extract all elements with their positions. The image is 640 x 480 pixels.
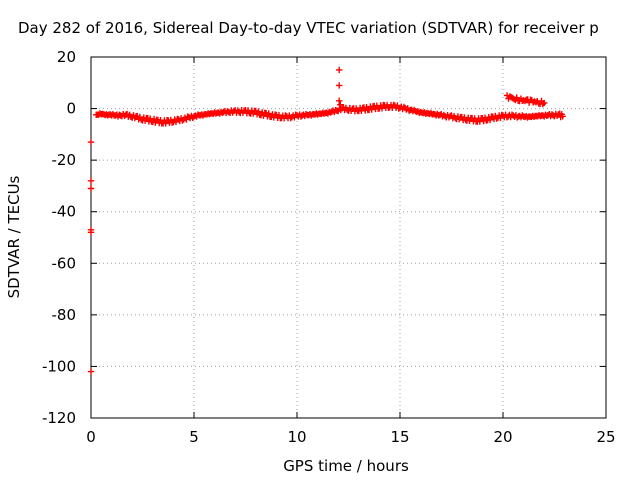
data-point-outlier (336, 66, 343, 74)
data-point-outlier (87, 368, 95, 375)
x-tick-label: 10 (287, 428, 306, 446)
data-point-outlier (87, 185, 95, 192)
x-tick-label: 15 (390, 428, 409, 446)
y-tick-label: -20 (52, 151, 77, 169)
plot-frame (90, 56, 607, 419)
data-point (539, 100, 546, 108)
y-tick-label: -100 (42, 357, 76, 375)
y-tick-label: 0 (66, 100, 76, 118)
data-point (265, 110, 272, 117)
data-point (559, 113, 566, 120)
y-axis-label: SDTVAR / TECUs (5, 175, 23, 298)
data-point-outlier (87, 177, 95, 184)
data-point-outlier (87, 138, 95, 146)
y-tick-label: -40 (52, 203, 77, 221)
data-point-outlier (336, 97, 343, 104)
y-tick-label: 20 (57, 48, 76, 66)
axis-layer: 20 0 -20 -40 -60 -80 -100 -120 0 5 10 15 20 25 (42, 48, 616, 446)
data-point-outlier (336, 82, 343, 89)
y-tick-label: -60 (52, 254, 77, 272)
chart-title: Day 282 of 2016, Sidereal Day-to-day VTE… (18, 19, 599, 37)
data-point (255, 108, 262, 115)
x-tick-label: 5 (189, 428, 199, 446)
data-point (541, 99, 548, 107)
x-tick-label: 20 (493, 428, 512, 446)
data-point (513, 94, 520, 101)
data-point-outlier (87, 229, 95, 236)
point-layer (87, 66, 566, 375)
y-tick-label: -80 (52, 306, 77, 324)
x-tick-label: 0 (86, 428, 96, 446)
x-axis-label: GPS time / hours (283, 457, 409, 475)
y-tick-label: -120 (42, 409, 76, 427)
x-tick-label: 25 (596, 428, 615, 446)
data-point-outlier (337, 101, 344, 108)
